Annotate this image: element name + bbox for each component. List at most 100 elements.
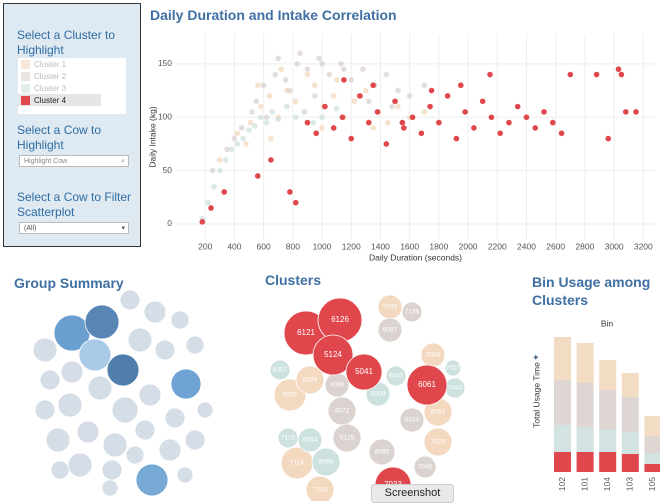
point bbox=[406, 93, 413, 99]
bubble bbox=[185, 335, 205, 355]
legend-swatch bbox=[21, 95, 30, 105]
bubble bbox=[158, 438, 182, 462]
point bbox=[284, 103, 290, 110]
bar-segment bbox=[554, 380, 571, 425]
bubble bbox=[385, 365, 407, 387]
bubble bbox=[377, 317, 403, 343]
x-tick-label: 400 bbox=[227, 241, 241, 251]
bubble bbox=[368, 438, 396, 466]
point bbox=[319, 114, 325, 121]
bubble-label: 4072 bbox=[335, 408, 350, 415]
bubble bbox=[106, 353, 140, 387]
panel-title: Select a Cluster to Highlight bbox=[17, 28, 116, 57]
bubble bbox=[127, 327, 153, 353]
y-tick-label: 0 bbox=[167, 218, 172, 228]
bubble-label: 6007 bbox=[273, 367, 288, 374]
legend: Cluster 1 Cluster 2 Cluster 3 Cluster 4 bbox=[18, 58, 126, 114]
x-tick-label: 104 bbox=[602, 477, 612, 491]
point bbox=[292, 114, 299, 121]
bubble bbox=[67, 452, 93, 478]
point bbox=[365, 98, 372, 105]
bar-segment bbox=[644, 416, 660, 436]
point bbox=[247, 119, 254, 126]
legend-label: Cluster 4 bbox=[34, 95, 67, 105]
point bbox=[399, 119, 406, 126]
point bbox=[224, 146, 230, 153]
bar-segment bbox=[621, 373, 639, 397]
bubble bbox=[305, 475, 335, 501]
bubble-label: 6009 bbox=[371, 391, 386, 398]
bubble bbox=[269, 359, 291, 381]
legend-item[interactable]: Cluster 2 bbox=[18, 70, 126, 82]
point bbox=[338, 61, 344, 67]
bubble-label: 7048 bbox=[418, 464, 433, 471]
point bbox=[333, 105, 340, 112]
point bbox=[365, 119, 372, 126]
point bbox=[254, 173, 261, 179]
point bbox=[222, 157, 229, 163]
point bbox=[605, 135, 612, 142]
point bbox=[618, 71, 625, 78]
bubble bbox=[119, 289, 141, 311]
bubble-label: 7023 bbox=[431, 439, 446, 446]
point bbox=[253, 98, 260, 105]
point bbox=[593, 71, 600, 78]
point bbox=[243, 141, 249, 147]
point bbox=[615, 66, 622, 73]
x-tick-label: 3200 bbox=[634, 241, 653, 251]
point bbox=[333, 77, 340, 83]
bar-segment bbox=[621, 454, 639, 472]
point bbox=[294, 61, 301, 67]
bubble-label: 7116 bbox=[281, 435, 295, 442]
point bbox=[487, 71, 493, 78]
placeholder: Highlight Cow bbox=[24, 158, 68, 165]
search-input[interactable]: Highlight Cow ⌕ bbox=[19, 155, 129, 167]
point bbox=[389, 103, 395, 110]
x-tick-label: 2200 bbox=[488, 241, 507, 251]
point bbox=[351, 98, 357, 105]
dropdown-value: (All) bbox=[24, 225, 37, 232]
bubble bbox=[111, 396, 139, 424]
bubble bbox=[176, 466, 194, 484]
dropdown[interactable]: (All) ▾ bbox=[19, 222, 129, 234]
legend-item[interactable]: Cluster 1 bbox=[18, 58, 126, 70]
panel-title: Select a Cow to Highlight bbox=[17, 123, 102, 152]
point bbox=[263, 119, 270, 126]
point bbox=[234, 141, 241, 147]
screenshot-button[interactable]: Screenshot bbox=[371, 484, 454, 503]
point bbox=[348, 135, 355, 142]
x-tick-label: 1800 bbox=[429, 241, 448, 251]
point bbox=[228, 146, 235, 153]
point bbox=[370, 125, 376, 131]
point bbox=[479, 98, 486, 105]
bubble bbox=[34, 399, 56, 421]
legend-item[interactable]: Cluster 3 bbox=[18, 82, 126, 94]
point bbox=[292, 98, 299, 105]
point bbox=[205, 199, 211, 206]
bubble bbox=[50, 460, 70, 480]
point bbox=[374, 109, 381, 115]
point bbox=[263, 114, 270, 121]
x-tick-label: 3000 bbox=[605, 241, 624, 251]
bubble bbox=[134, 419, 156, 441]
point bbox=[363, 87, 369, 94]
point bbox=[304, 66, 311, 73]
bar-segment bbox=[554, 452, 571, 472]
point bbox=[383, 71, 390, 78]
point bbox=[275, 55, 282, 62]
bubble bbox=[135, 463, 169, 497]
x-tick-label: 800 bbox=[286, 241, 300, 251]
point bbox=[392, 98, 398, 105]
bar-segment bbox=[599, 430, 617, 452]
bubble-label: 7024 bbox=[426, 352, 441, 359]
search-icon: ⌕ bbox=[121, 158, 125, 165]
point bbox=[341, 77, 347, 83]
legend-item[interactable]: Cluster 4 bbox=[18, 94, 101, 106]
point bbox=[313, 130, 319, 137]
point bbox=[357, 93, 363, 99]
bar-segment bbox=[576, 383, 594, 427]
bubble bbox=[444, 359, 462, 377]
bubble bbox=[101, 459, 123, 481]
point bbox=[234, 130, 241, 137]
